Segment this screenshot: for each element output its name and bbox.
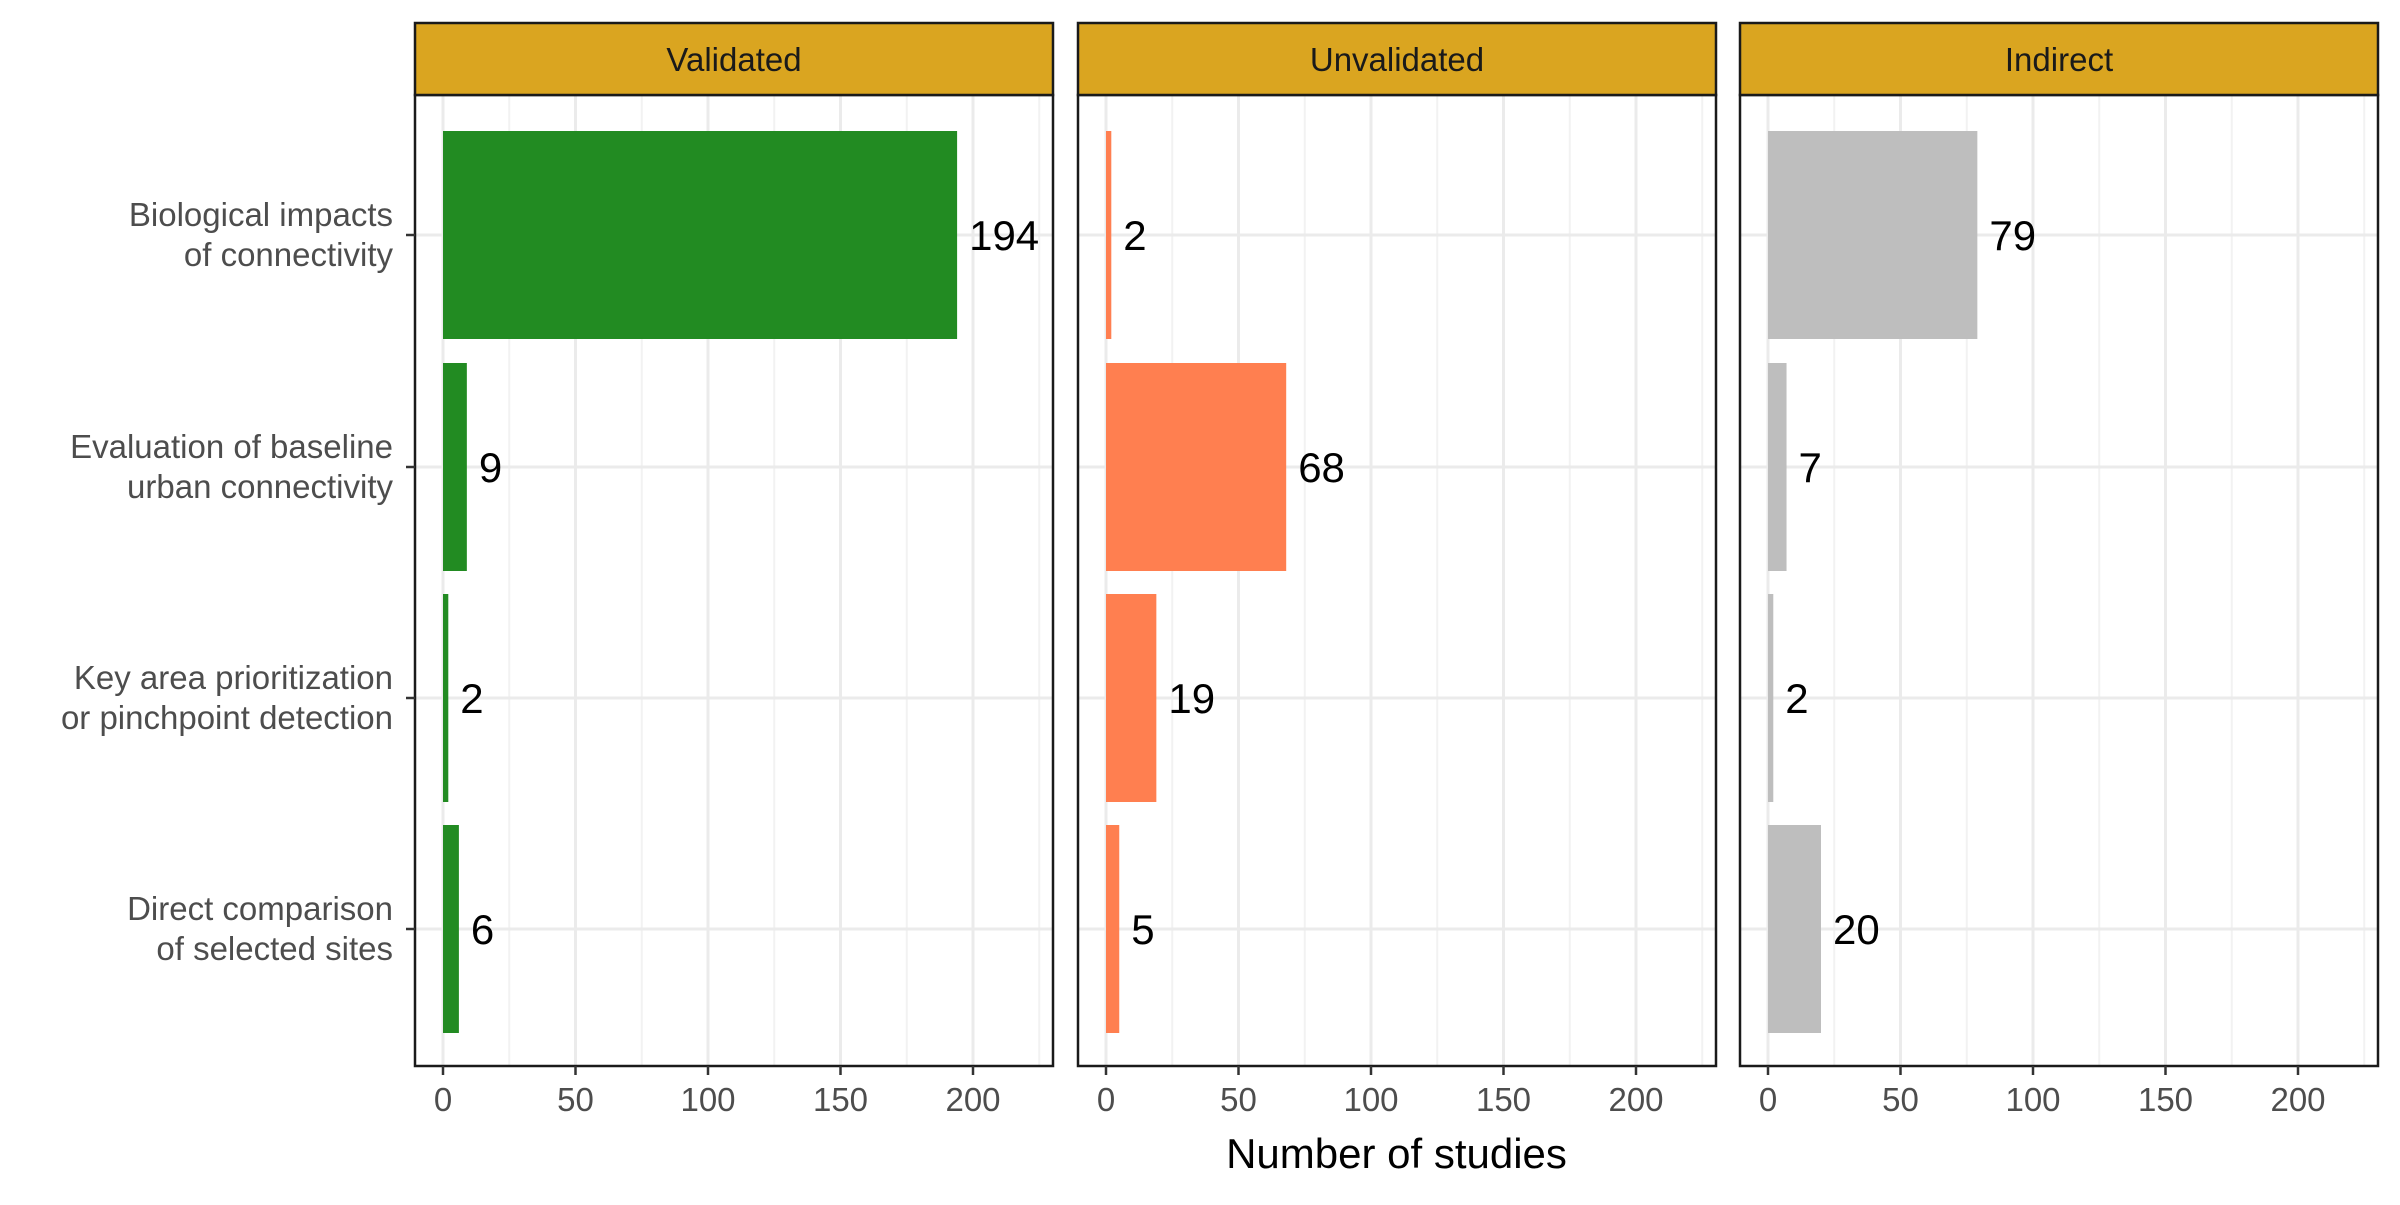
bar-unvalidated-1 [1106,131,1112,339]
bar-indirect-4 [1768,825,1821,1033]
panel-unvalidated-background [1078,95,1716,1066]
bar-validated-4 [443,825,459,1033]
x-tick-label-validated: 0 [434,1081,452,1118]
value-label-unvalidated-2: 68 [1298,444,1345,491]
x-tick-label-indirect: 200 [2270,1081,2325,1118]
category-label-1: of connectivity [184,236,394,273]
bar-unvalidated-4 [1106,825,1120,1033]
x-tick-label-unvalidated: 0 [1097,1081,1115,1118]
x-tick-label-unvalidated: 200 [1608,1081,1663,1118]
value-label-indirect-4: 20 [1833,906,1880,953]
category-label-3: Key area prioritization [74,659,393,696]
strip-label-indirect: Indirect [2005,41,2113,78]
category-label-3: or pinchpoint detection [61,699,393,736]
strip-label-validated: Validated [666,41,801,78]
value-label-indirect-3: 2 [1785,675,1808,722]
x-tick-label-validated: 50 [557,1081,594,1118]
x-tick-label-indirect: 50 [1882,1081,1919,1118]
bar-indirect-3 [1768,594,1774,802]
strip-validated [413,21,1055,97]
x-tick-label-validated: 100 [680,1081,735,1118]
value-label-validated-1: 194 [969,212,1039,259]
x-tick-label-unvalidated: 50 [1220,1081,1257,1118]
category-label-2: urban connectivity [127,468,393,505]
value-label-indirect-2: 7 [1799,444,1822,491]
category-label-4: Direct comparison [127,890,393,927]
category-label-4: of selected sites [156,930,393,967]
bar-validated-1 [443,131,958,339]
bar-unvalidated-3 [1106,594,1157,802]
x-tick-label-validated: 200 [945,1081,1000,1118]
value-label-unvalidated-1: 2 [1123,212,1146,259]
bar-indirect-2 [1768,363,1787,571]
category-label-1: Biological impacts [129,196,393,233]
x-tick-label-indirect: 100 [2005,1081,2060,1118]
value-label-validated-2: 9 [479,444,502,491]
x-tick-label-unvalidated: 100 [1343,1081,1398,1118]
x-tick-label-indirect: 150 [2138,1081,2193,1118]
strip-label-unvalidated: Unvalidated [1310,41,1484,78]
strip-unvalidated [1076,21,1718,97]
x-tick-label-unvalidated: 150 [1476,1081,1531,1118]
x-axis-title: Number of studies [1226,1130,1567,1177]
value-label-validated-4: 6 [471,906,494,953]
bar-indirect-1 [1768,131,1978,339]
bar-unvalidated-2 [1106,363,1287,571]
bar-validated-3 [443,594,449,802]
value-label-unvalidated-3: 19 [1168,675,1215,722]
value-label-validated-3: 2 [460,675,483,722]
value-label-indirect-1: 79 [1989,212,2036,259]
category-label-2: Evaluation of baseline [70,428,393,465]
strip-indirect [1738,21,2380,97]
x-tick-label-validated: 150 [813,1081,868,1118]
x-tick-label-indirect: 0 [1759,1081,1777,1118]
value-label-unvalidated-4: 5 [1131,906,1154,953]
bar-validated-2 [443,363,467,571]
